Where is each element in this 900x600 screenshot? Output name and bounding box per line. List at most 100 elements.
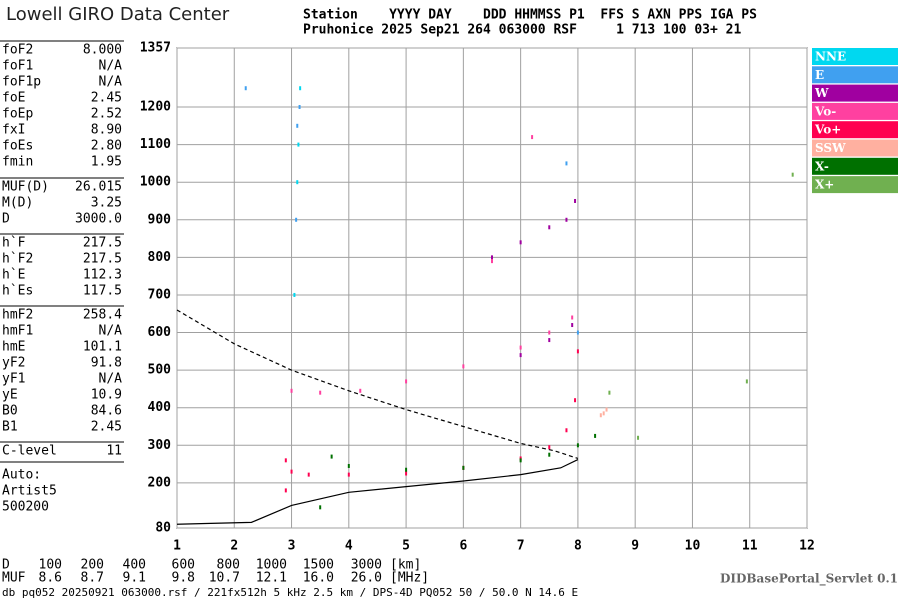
echo-point [293, 292, 296, 297]
param-value: 2.52 [91, 107, 122, 122]
profile-line [176, 309, 579, 460]
muf-cell: 8.6 [39, 571, 62, 586]
echo-point [637, 435, 640, 440]
param-value: N/A [99, 372, 123, 387]
param-name: foF2 [2, 43, 33, 58]
echo-point [319, 505, 322, 510]
legend-swatch [812, 48, 898, 65]
echo-point [571, 323, 574, 328]
legend-label: X+ [815, 178, 834, 192]
echo-point [347, 463, 350, 468]
echo-point [548, 330, 551, 335]
legend-swatch [812, 157, 898, 175]
muf-cell: 600 [172, 558, 195, 573]
echo-point [565, 161, 568, 166]
note: Auto: [2, 468, 41, 483]
y-tick-label: 600 [148, 325, 172, 340]
echo-point [605, 407, 608, 412]
echo-point [745, 379, 748, 384]
x-tick-label: 7 [517, 539, 525, 554]
param-value: 3000.0 [75, 212, 122, 227]
legend-label: NNE [815, 50, 846, 64]
echo-point [330, 454, 333, 459]
param-value: 11 [106, 444, 122, 459]
y-tick-label: 1000 [140, 175, 171, 190]
muf-cell: D [2, 558, 10, 573]
param-value: 117.5 [83, 284, 122, 299]
param-value: 8.90 [91, 123, 122, 138]
legend-label: E [815, 68, 824, 82]
x-tick-label: 3 [288, 539, 296, 554]
echo-point [599, 413, 602, 418]
echo-point [576, 443, 579, 448]
echo-point [574, 198, 577, 203]
param-value: 217.5 [83, 236, 122, 251]
y-tick-label: 80 [155, 521, 171, 536]
param-name: h`F2 [2, 252, 33, 267]
echo-point [519, 458, 522, 463]
muf-cell: [km] [390, 558, 421, 573]
param-value: 84.6 [91, 404, 122, 419]
legend-label: Vo- [814, 104, 836, 118]
echo-point [491, 255, 493, 260]
legend-swatch [812, 121, 898, 139]
echo-point [565, 428, 568, 433]
profile-line [176, 459, 579, 525]
param-name: hmE [2, 340, 25, 355]
param-value: 8.000 [83, 43, 122, 58]
muf-cell: 8.7 [81, 571, 104, 586]
header-line: Pruhonice 2025 Sep21 264 063000 RSF 1 71… [303, 23, 741, 38]
x-tick-label: 1 [173, 539, 181, 554]
muf-cell: [MHz] [390, 571, 429, 586]
muf-cell: 16.0 [303, 571, 334, 586]
param-name: foF1 [2, 59, 33, 74]
echo-point [284, 488, 287, 493]
param-name: h`Es [2, 284, 33, 299]
echo-point [576, 349, 579, 354]
y-tick-label: 1100 [140, 137, 171, 152]
muf-cell: 1500 [303, 558, 334, 573]
plot-frame [176, 47, 808, 529]
param-name: foEs [2, 139, 33, 154]
y-tick-label: 700 [148, 287, 172, 302]
echo-point [284, 458, 287, 463]
param-value: 101.1 [83, 340, 122, 355]
echo-point [347, 472, 350, 477]
echo-point [608, 390, 611, 395]
note: Artist5 [2, 484, 57, 499]
param-name: foE [2, 91, 25, 106]
echo-point [519, 345, 522, 350]
x-tick-label: 4 [345, 539, 353, 554]
echo-point [548, 445, 551, 450]
param-value: N/A [99, 75, 123, 90]
legend-swatch [812, 176, 898, 194]
muf-cell: 1000 [256, 558, 287, 573]
echo-point [548, 225, 551, 230]
param-name: foF1p [2, 75, 41, 90]
x-tick-label: 10 [685, 539, 701, 554]
muf-cell: 26.0 [351, 571, 382, 586]
y-tick-label: 200 [148, 475, 172, 490]
echo-point [299, 86, 302, 91]
servlet: DIDBasePortal_Servlet 0.1 [720, 572, 898, 587]
param-value: 3.25 [91, 196, 122, 211]
muf-cell: 100 [39, 558, 62, 573]
echo-point [565, 217, 568, 222]
x-tick-label: 5 [402, 539, 410, 554]
param-name: hmF1 [2, 324, 33, 339]
legend-label: SSW [815, 141, 846, 155]
echo-point [319, 390, 322, 395]
echo-point [519, 353, 522, 358]
x-tick-label: 12 [799, 539, 815, 554]
echo-point [574, 398, 577, 403]
y-tick-label: 900 [148, 212, 172, 227]
legend-label: W [814, 86, 829, 100]
logo: Lowell GIRO Data Center [6, 4, 230, 25]
y-tick-label: 500 [148, 363, 172, 378]
x-tick-label: 2 [230, 539, 238, 554]
echo-point [548, 452, 551, 457]
param-name: MUF(D) [2, 180, 49, 195]
legend-label: Vo+ [814, 123, 841, 137]
param-name: C-level [2, 444, 57, 459]
